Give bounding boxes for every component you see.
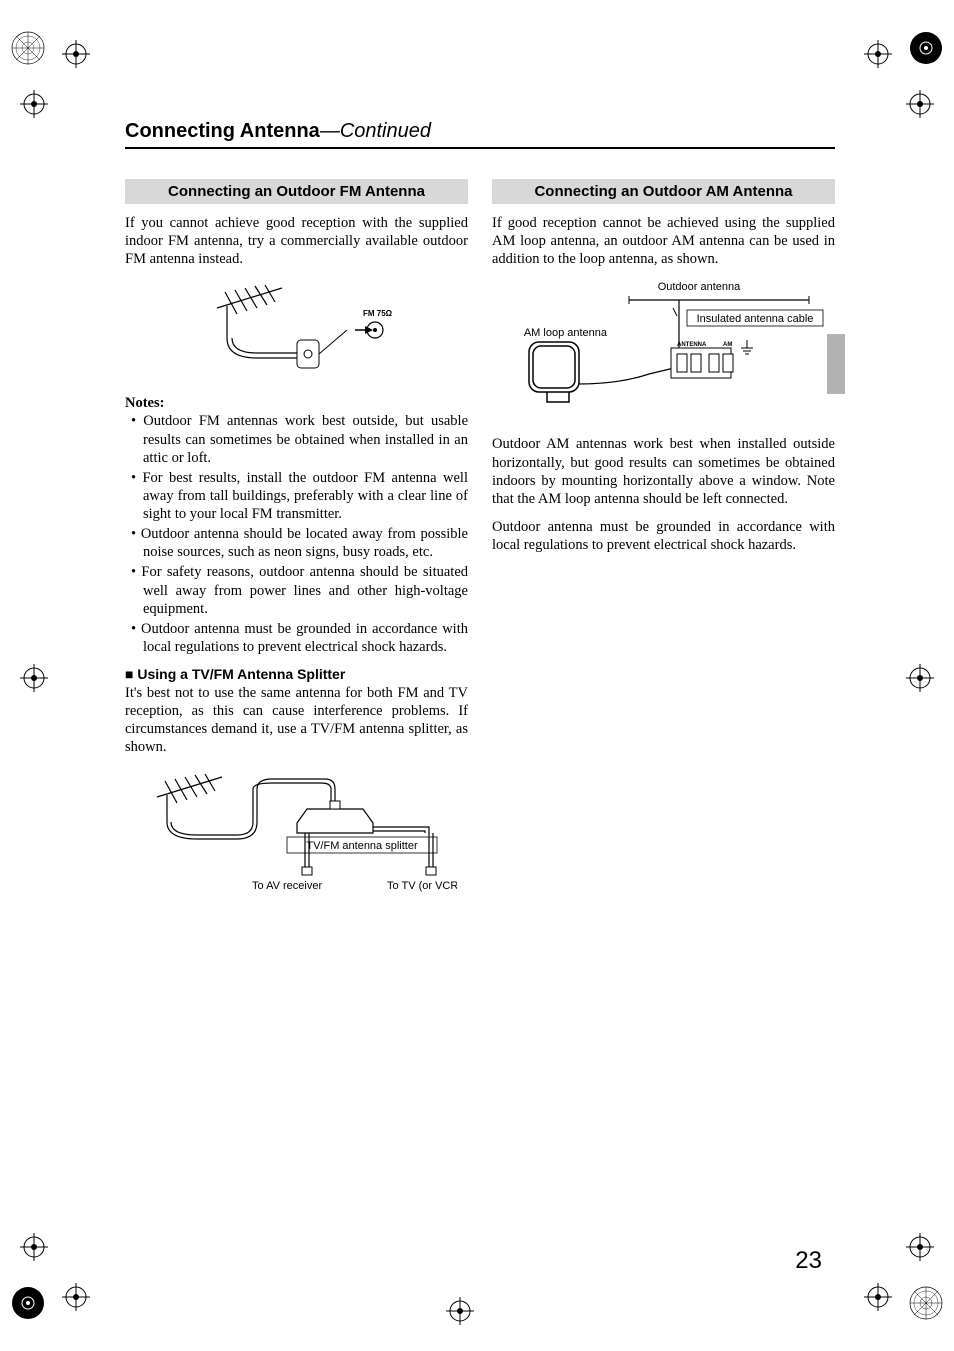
splitter-figure: TV/FM antenna splitter To AV receiver To… [125, 767, 468, 902]
am-terminal-label: AM [723, 342, 732, 348]
cropmark-icon [8, 1283, 48, 1323]
note-item: Outdoor FM antennas work best outside, b… [141, 412, 468, 466]
cropmark-icon [906, 28, 946, 68]
am-intro: If good reception cannot be achieved usi… [492, 214, 835, 268]
notes-heading: Notes: [125, 395, 468, 412]
splitter-box-label: TV/FM antenna splitter [306, 840, 418, 852]
right-column: Connecting an Outdoor AM Antenna If good… [492, 179, 835, 914]
note-item: Outdoor antenna should be located away f… [141, 525, 468, 561]
register-icon [20, 90, 48, 118]
register-icon [864, 40, 892, 68]
register-icon [906, 664, 934, 692]
notes-list: Outdoor FM antennas work best outside, b… [125, 412, 468, 656]
antenna-terminal-label: ANTENNA [677, 342, 707, 348]
fm-heading: Connecting an Outdoor FM Antenna [125, 179, 468, 204]
splitter-heading: Using a TV/FM Antenna Splitter [125, 666, 468, 682]
register-icon [446, 1297, 474, 1325]
page-content: Connecting Antenna—Continued Connecting … [125, 120, 835, 914]
am-heading: Connecting an Outdoor AM Antenna [492, 179, 835, 204]
register-icon [906, 1233, 934, 1261]
register-icon [906, 90, 934, 118]
register-icon [62, 40, 90, 68]
cropmark-icon [8, 28, 48, 68]
am-loop-label: AM loop antenna [523, 327, 607, 339]
am-antenna-figure: Outdoor antenna Insulated antenna cable … [492, 278, 835, 423]
splitter-text: It's best not to use the same antenna fo… [125, 684, 468, 757]
page-title-continued: —Continued [320, 120, 431, 142]
insulated-cable-label: Insulated antenna cable [696, 313, 813, 325]
page-title-main: Connecting Antenna [125, 120, 320, 142]
am-para2: Outdoor AM antennas work best when insta… [492, 435, 835, 508]
to-av-receiver-label: To AV receiver [252, 880, 322, 892]
register-icon [864, 1283, 892, 1311]
cropmark-icon [906, 1283, 946, 1323]
fm-intro: If you cannot achieve good reception wit… [125, 214, 468, 268]
note-item: Outdoor antenna must be grounded in acco… [141, 620, 468, 656]
page-number: 23 [795, 1247, 822, 1275]
fm-antenna-figure: FM 75Ω [125, 278, 468, 383]
left-column: Connecting an Outdoor FM Antenna If you … [125, 179, 468, 914]
outdoor-antenna-label: Outdoor antenna [657, 281, 740, 293]
note-item: For safety reasons, outdoor antenna shou… [141, 563, 468, 617]
page-title: Connecting Antenna—Continued [125, 120, 835, 149]
am-para3: Outdoor antenna must be grounded in acco… [492, 518, 835, 554]
register-icon [20, 1233, 48, 1261]
to-tv-label: To TV (or VCR) [387, 880, 457, 892]
note-item: For best results, install the outdoor FM… [141, 469, 468, 523]
register-icon [62, 1283, 90, 1311]
register-icon [20, 664, 48, 692]
fm-75-label: FM 75Ω [363, 309, 393, 318]
